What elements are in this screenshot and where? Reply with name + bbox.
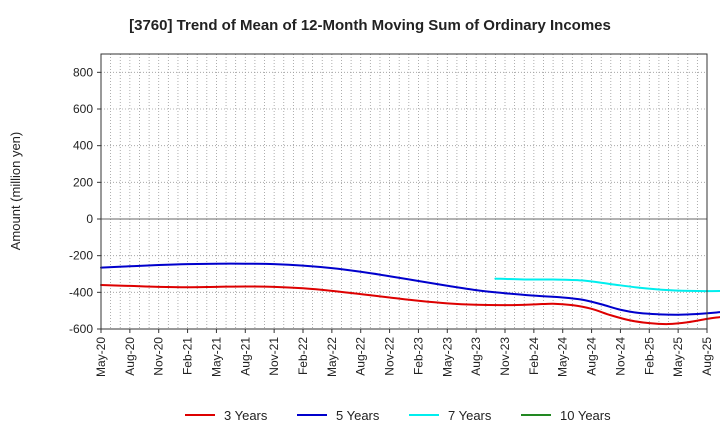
x-tick-label: Aug-25 <box>700 337 714 376</box>
x-tick-label: Feb-21 <box>181 337 195 375</box>
y-axis-title: Amount (million yen) <box>8 132 23 251</box>
y-tick-label: -600 <box>69 322 93 336</box>
grid <box>100 54 708 330</box>
x-tick-label: May-20 <box>94 337 108 377</box>
x-tick-label: May-23 <box>440 337 454 377</box>
x-axis-ticks: May-20 Aug-20 Nov-20 Feb-21 May-21 Aug-21 Nov-… <box>94 329 714 377</box>
legend-label-5-years: 5 Years <box>336 408 380 423</box>
y-tick-label: -400 <box>69 285 93 299</box>
y-tick-label: 0 <box>86 212 93 226</box>
y-tick-label: -200 <box>69 249 93 263</box>
x-tick-label: Feb-25 <box>642 337 656 375</box>
x-tick-label: Aug-20 <box>123 337 137 376</box>
legend: 3 Years 5 Years 7 Years 10 Years <box>185 408 611 423</box>
series-line-7-years <box>494 277 720 293</box>
y-tick-label: 600 <box>73 102 93 116</box>
x-tick-label: Nov-21 <box>267 337 281 376</box>
x-tick-label: May-21 <box>209 337 223 377</box>
x-tick-label: Nov-23 <box>498 337 512 376</box>
x-tick-label: May-22 <box>325 337 339 377</box>
plot-area-frame <box>100 53 708 330</box>
x-tick-label: Aug-22 <box>354 337 368 376</box>
y-axis-ticks: 800 600 400 200 0 -200 -400 -600 <box>69 65 101 336</box>
x-tick-label: Feb-22 <box>296 337 310 375</box>
x-tick-label: Nov-24 <box>613 337 627 376</box>
legend-label-10-years: 10 Years <box>560 408 611 423</box>
series-lines <box>100 262 720 326</box>
x-tick-label: May-24 <box>556 337 570 377</box>
x-tick-label: Nov-22 <box>383 337 397 376</box>
x-tick-label: Feb-24 <box>527 337 541 375</box>
x-tick-label: Feb-23 <box>411 337 425 375</box>
x-tick-label: Aug-24 <box>585 337 599 376</box>
series-line-3-years <box>100 284 720 326</box>
y-tick-label: 400 <box>73 139 93 153</box>
legend-label-7-years: 7 Years <box>448 408 492 423</box>
x-tick-label: Aug-21 <box>238 337 252 376</box>
legend-label-3-years: 3 Years <box>224 408 268 423</box>
x-tick-label: Aug-23 <box>469 337 483 376</box>
y-tick-label: 200 <box>73 175 93 189</box>
x-tick-label: Nov-20 <box>152 337 166 376</box>
y-tick-label: 800 <box>73 65 93 79</box>
x-tick-label: May-25 <box>671 337 685 377</box>
chart-title: [3760] Trend of Mean of 12-Month Moving … <box>129 17 611 34</box>
series-line-5-years <box>100 262 720 316</box>
